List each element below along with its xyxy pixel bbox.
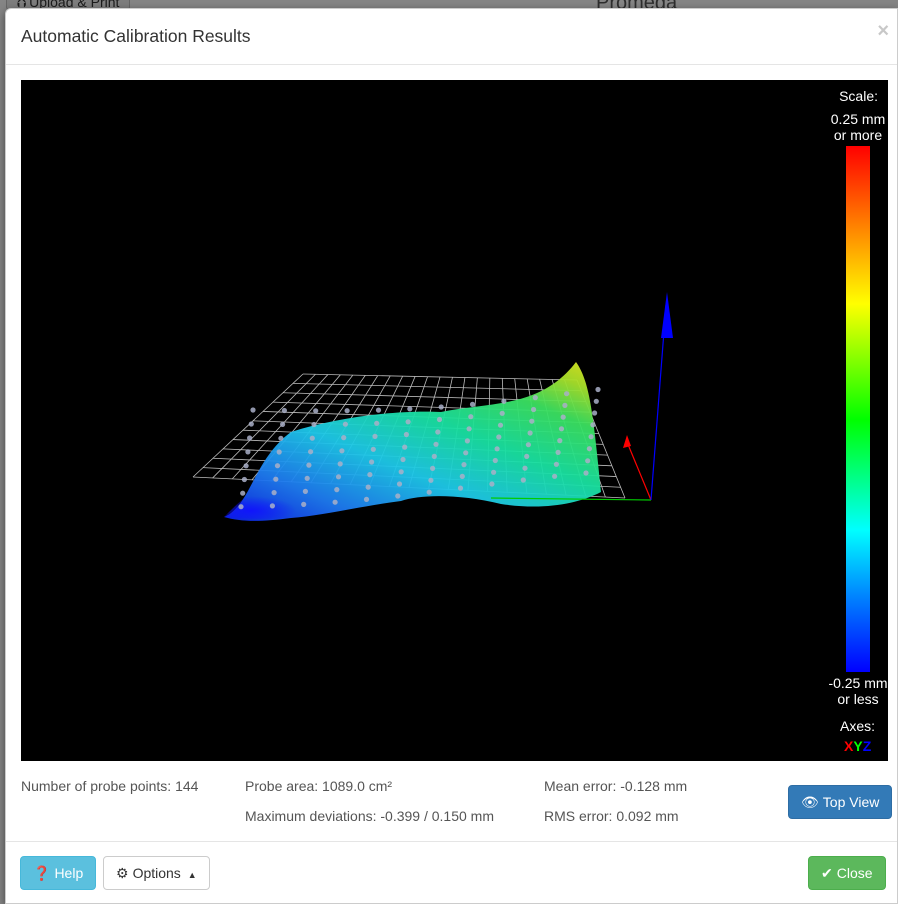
probe-area-stat: Probe area: 1089.0 cm² [245, 778, 393, 794]
question-circle-icon: ❓ [33, 865, 51, 881]
x-axis-line [626, 441, 652, 501]
help-button[interactable]: ❓ Help [20, 856, 97, 890]
check-icon: ✔ [821, 865, 833, 881]
calibration-results-modal: Automatic Calibration Results × [5, 8, 898, 904]
close-button[interactable]: ✔ Close [808, 856, 886, 890]
z-axis-arrow [661, 292, 673, 338]
axis-label-y: Y [853, 738, 863, 754]
y-axis-line [490, 497, 652, 501]
axes-legend: XYZ [844, 738, 872, 754]
modal-title: Automatic Calibration Results [21, 26, 251, 46]
mean-error-stat: Mean error: -0.128 mm [544, 778, 688, 794]
axes-title: Axes: [840, 718, 875, 734]
modal-header: Automatic Calibration Results × [6, 9, 897, 65]
options-button[interactable]: ⚙ Options ▲ [103, 856, 210, 890]
close-icon[interactable]: × [877, 20, 889, 42]
caret-up-icon: ▲ [187, 870, 197, 880]
x-axis-arrow [623, 435, 631, 448]
rms-error-stat: RMS error: 0.092 mm [544, 808, 679, 824]
probe-points [238, 386, 601, 510]
upload-icon: ⮉ [17, 0, 27, 10]
axis-label-z: Z [863, 738, 872, 754]
height-map-3d[interactable]: Scale: 0.25 mm or more -0.25 mm or less … [21, 80, 888, 761]
max-deviations-stat: Maximum deviations: -0.399 / 0.150 mm [245, 808, 494, 824]
eye-icon: 👁 [801, 794, 819, 810]
gear-icon: ⚙ [116, 865, 129, 881]
height-map-viewport[interactable]: Scale: 0.25 mm or more -0.25 mm or less … [21, 80, 888, 761]
axis-label-x: X [844, 738, 854, 754]
deviation-surface [224, 362, 601, 521]
footer-divider [6, 841, 897, 842]
scale-max-line2: or more [834, 127, 882, 143]
scale-min-line2: or less [837, 691, 878, 707]
scale-colorbar [846, 146, 870, 672]
scale-max-line1: 0.25 mm [831, 111, 885, 127]
deviation-low-region [224, 477, 356, 519]
top-view-button[interactable]: 👁 Top View [788, 785, 893, 819]
scale-min-line1: -0.25 mm [828, 675, 887, 691]
probe-points-stat: Number of probe points: 144 [21, 778, 199, 794]
scale-title: Scale: [839, 88, 878, 104]
